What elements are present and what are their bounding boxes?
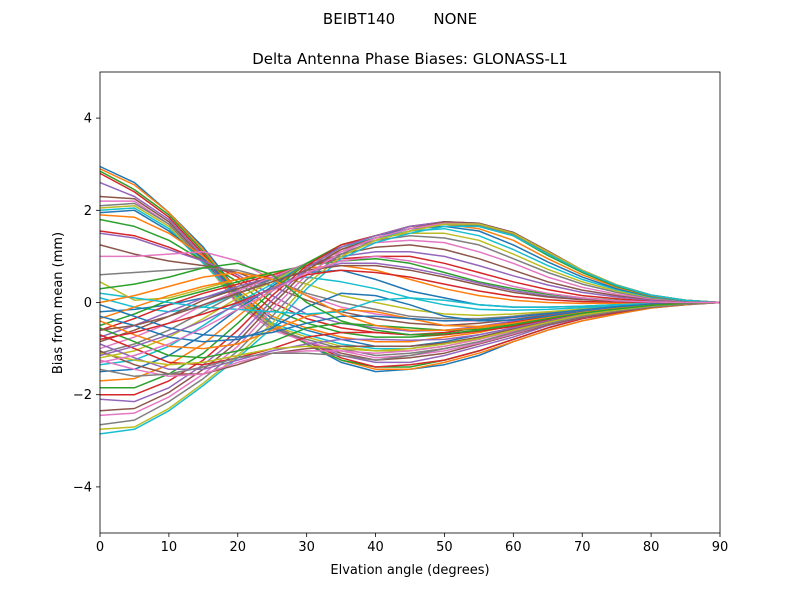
series-line-49: [99, 301, 721, 366]
y-tick-label: 2: [84, 204, 92, 219]
series-lines: [99, 165, 721, 435]
figure-suptitle: BEIBT140 NONE: [323, 10, 477, 28]
y-tick-label: −4: [73, 480, 92, 495]
x-tick-label: 10: [161, 540, 178, 555]
x-tick-label: 30: [298, 540, 315, 555]
x-tick-label: 90: [712, 540, 729, 555]
x-axis-label: Elvation angle (degrees): [330, 563, 489, 578]
x-tick-label: 40: [367, 540, 384, 555]
series-line-53: [99, 262, 721, 336]
x-tick-label: 0: [96, 540, 104, 555]
x-tick-label: 70: [574, 540, 591, 555]
series-line-2: [99, 168, 721, 371]
axes: 0 10 20 30 40 50 60 70 80 90 −4 −2 0 2 4: [73, 71, 729, 555]
series-line-25: [99, 251, 721, 338]
y-axis-label: Bias from mean (mm): [51, 232, 66, 374]
series-line-57: [99, 255, 720, 364]
series-line-24: [99, 255, 721, 331]
series-line-9: [99, 204, 721, 352]
series-line-54: [99, 269, 720, 341]
series-line-51: [99, 301, 721, 338]
y-tick-label: −2: [73, 388, 92, 403]
series-line-28: [99, 234, 721, 354]
series-line-40: [99, 225, 721, 435]
series-line-22: [99, 264, 720, 320]
series-line-50: [99, 292, 721, 315]
x-tick-label: 20: [230, 540, 247, 555]
y-tick-label: 0: [84, 296, 92, 311]
y-tick-label: 4: [84, 112, 92, 127]
chart-title: Delta Antenna Phase Biases: GLONASS-L1: [252, 50, 568, 68]
x-tick-label: 80: [643, 540, 660, 555]
x-tick-label: 50: [436, 540, 453, 555]
series-line-26: [99, 244, 721, 343]
series-line-6: [99, 195, 721, 361]
series-line-4: [99, 172, 721, 368]
x-tick-label: 60: [505, 540, 522, 555]
